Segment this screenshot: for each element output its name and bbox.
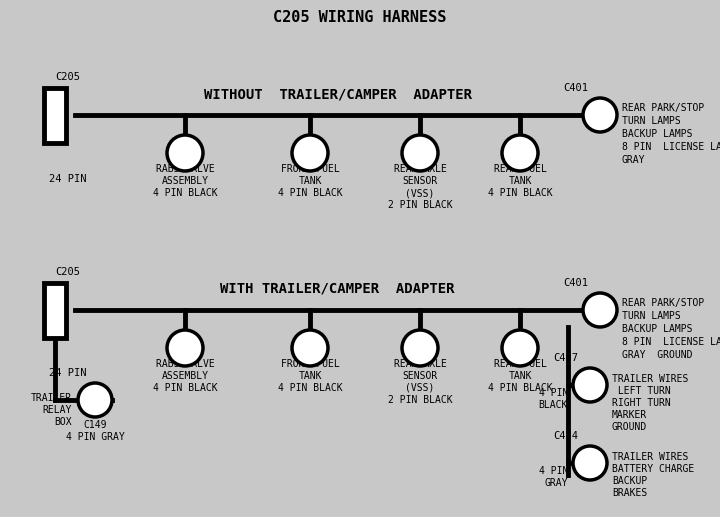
- Text: 4 PIN BLACK: 4 PIN BLACK: [487, 188, 552, 198]
- Text: C205: C205: [55, 72, 81, 82]
- Text: RELAY: RELAY: [42, 405, 72, 415]
- Text: REAR FUEL: REAR FUEL: [494, 359, 546, 369]
- Text: BACKUP LAMPS: BACKUP LAMPS: [622, 324, 693, 334]
- Text: GROUND: GROUND: [612, 422, 647, 432]
- Text: REAR FUEL: REAR FUEL: [494, 164, 546, 174]
- Text: TANK: TANK: [508, 371, 532, 381]
- Circle shape: [292, 135, 328, 171]
- Text: GRAY: GRAY: [544, 478, 568, 488]
- Text: FRONT FUEL: FRONT FUEL: [281, 164, 339, 174]
- Text: C424: C424: [553, 431, 578, 441]
- Text: BACKUP: BACKUP: [612, 476, 647, 486]
- Text: 4 PIN BLACK: 4 PIN BLACK: [278, 188, 342, 198]
- Text: C441: C441: [508, 347, 532, 357]
- Circle shape: [402, 135, 438, 171]
- Text: 24 PIN: 24 PIN: [49, 174, 86, 184]
- Text: BOX: BOX: [55, 417, 72, 427]
- Circle shape: [167, 135, 203, 171]
- Text: GRAY: GRAY: [622, 155, 646, 165]
- Text: C407: C407: [553, 353, 578, 363]
- Text: BLACK: BLACK: [539, 400, 568, 410]
- Text: RABS VALVE: RABS VALVE: [156, 359, 215, 369]
- Circle shape: [573, 446, 607, 480]
- Text: RABS VALVE: RABS VALVE: [156, 164, 215, 174]
- Text: C158: C158: [174, 152, 197, 162]
- Text: C404: C404: [408, 152, 432, 162]
- Bar: [44, 282, 66, 338]
- Text: C205: C205: [55, 267, 81, 277]
- Text: 4 PIN BLACK: 4 PIN BLACK: [153, 188, 217, 198]
- Text: 4 PIN BLACK: 4 PIN BLACK: [153, 383, 217, 393]
- Text: REAR AXLE: REAR AXLE: [394, 164, 446, 174]
- Text: SENSOR: SENSOR: [402, 176, 438, 186]
- Text: FRONT FUEL: FRONT FUEL: [281, 359, 339, 369]
- Text: TRAILER WIRES: TRAILER WIRES: [612, 452, 688, 462]
- Text: BRAKES: BRAKES: [612, 488, 647, 498]
- Text: 4 PIN: 4 PIN: [539, 466, 568, 476]
- Text: C158: C158: [174, 347, 197, 357]
- Text: WITH TRAILER/CAMPER  ADAPTER: WITH TRAILER/CAMPER ADAPTER: [220, 282, 455, 296]
- Text: 24 PIN: 24 PIN: [49, 368, 86, 378]
- Text: C440: C440: [298, 347, 322, 357]
- Circle shape: [78, 383, 112, 417]
- Text: REAR PARK/STOP: REAR PARK/STOP: [622, 103, 704, 113]
- Text: C401: C401: [563, 278, 588, 288]
- Text: 4 PIN GRAY: 4 PIN GRAY: [66, 432, 125, 442]
- Text: C441: C441: [508, 152, 532, 162]
- Circle shape: [167, 330, 203, 366]
- Text: TURN LAMPS: TURN LAMPS: [622, 116, 680, 126]
- Circle shape: [292, 330, 328, 366]
- Text: TANK: TANK: [508, 176, 532, 186]
- Text: 2 PIN BLACK: 2 PIN BLACK: [387, 395, 452, 405]
- Text: 4 PIN: 4 PIN: [539, 388, 568, 398]
- Circle shape: [402, 330, 438, 366]
- Text: LEFT TURN: LEFT TURN: [612, 386, 671, 396]
- Circle shape: [502, 135, 538, 171]
- Text: ASSEMBLY: ASSEMBLY: [161, 371, 209, 381]
- Text: TURN LAMPS: TURN LAMPS: [622, 311, 680, 321]
- Text: TRAILER WIRES: TRAILER WIRES: [612, 374, 688, 384]
- Bar: [44, 87, 66, 143]
- Text: 8 PIN  LICENSE LAMPS: 8 PIN LICENSE LAMPS: [622, 337, 720, 347]
- Circle shape: [502, 330, 538, 366]
- Text: WITHOUT  TRAILER/CAMPER  ADAPTER: WITHOUT TRAILER/CAMPER ADAPTER: [204, 87, 472, 101]
- Text: TANK: TANK: [298, 371, 322, 381]
- Text: SENSOR: SENSOR: [402, 371, 438, 381]
- Circle shape: [573, 368, 607, 402]
- Text: TRAILER: TRAILER: [31, 393, 72, 403]
- Text: (VSS): (VSS): [405, 383, 435, 393]
- Text: 8 PIN  LICENSE LAMPS: 8 PIN LICENSE LAMPS: [622, 142, 720, 152]
- Text: REAR AXLE: REAR AXLE: [394, 359, 446, 369]
- Text: MARKER: MARKER: [612, 410, 647, 420]
- Circle shape: [583, 293, 617, 327]
- Text: TANK: TANK: [298, 176, 322, 186]
- Text: (VSS): (VSS): [405, 188, 435, 198]
- Text: 2 PIN BLACK: 2 PIN BLACK: [387, 200, 452, 210]
- Text: GRAY  GROUND: GRAY GROUND: [622, 350, 693, 360]
- Text: ASSEMBLY: ASSEMBLY: [161, 176, 209, 186]
- Text: C401: C401: [563, 83, 588, 93]
- Circle shape: [583, 98, 617, 132]
- Text: BACKUP LAMPS: BACKUP LAMPS: [622, 129, 693, 139]
- Text: C440: C440: [298, 152, 322, 162]
- Text: RIGHT TURN: RIGHT TURN: [612, 398, 671, 408]
- Text: C404: C404: [408, 347, 432, 357]
- Text: 4 PIN BLACK: 4 PIN BLACK: [278, 383, 342, 393]
- Text: C149: C149: [84, 420, 107, 430]
- Text: 4 PIN BLACK: 4 PIN BLACK: [487, 383, 552, 393]
- Text: REAR PARK/STOP: REAR PARK/STOP: [622, 298, 704, 308]
- Text: BATTERY CHARGE: BATTERY CHARGE: [612, 464, 694, 474]
- Text: C205 WIRING HARNESS: C205 WIRING HARNESS: [274, 10, 446, 25]
